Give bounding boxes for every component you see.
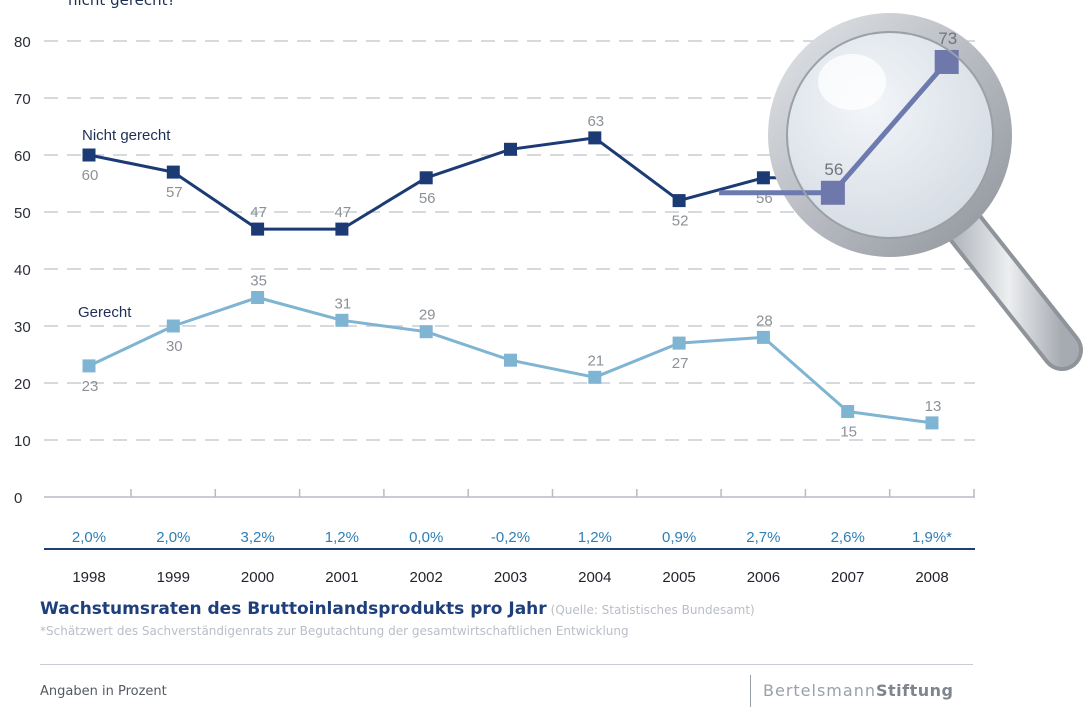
footnote: *Schätzwert des Sachverständigenrats zur…: [40, 624, 629, 638]
data-label: 28: [756, 312, 773, 329]
data-point: [419, 325, 433, 339]
data-label: 13: [925, 398, 942, 415]
gdp-title: Wachstumsraten des Bruttoinlandsprodukts…: [40, 599, 547, 619]
x-tick-label: 2008: [915, 569, 948, 586]
growth-value: 2,6%: [831, 529, 865, 546]
gdp-growth-row: 2,0% 2,0% 3,2% 1,2% 0,0% -0,2% 1,2% 0,9% 2,7% 2,6…: [72, 529, 952, 546]
data-label: 52: [672, 213, 689, 230]
x-tick-label: 2002: [410, 569, 443, 586]
magnifier-icon: 56 73: [719, 13, 1083, 371]
x-axis: 1998 1999 2000 2001 2002 2003 2004 2005 2006 2007…: [44, 489, 975, 586]
data-point: [419, 171, 433, 185]
x-tick-label: 2005: [662, 569, 695, 586]
data-point: [82, 148, 96, 162]
data-point: [82, 359, 96, 373]
lens-line: [831, 60, 949, 195]
y-tick-label: 40: [14, 262, 31, 279]
data-point: [672, 336, 686, 350]
data-label: 56: [419, 190, 436, 207]
x-tick-label: 2007: [831, 569, 864, 586]
data-point: [251, 291, 265, 304]
series-label-nicht-gerecht: Nicht gerecht: [82, 127, 171, 144]
growth-value: 3,2%: [240, 529, 274, 546]
divider: [40, 664, 973, 665]
lens-data-label: 73: [938, 29, 957, 48]
data-label: 29: [419, 307, 436, 324]
growth-value: -0,2%: [491, 529, 530, 546]
y-tick-label: 10: [14, 433, 31, 450]
y-tick-label: 60: [14, 148, 31, 165]
unit-note: Angaben in Prozent: [40, 684, 167, 699]
data-label: 47: [335, 204, 352, 221]
series-gerecht: 23 30 35 31 29 21 27 28 15 13: [82, 273, 942, 441]
logo: BertelsmannStiftung: [750, 675, 953, 707]
logo-part2: Stiftung: [875, 681, 954, 700]
data-point: [504, 353, 517, 367]
y-tick-label: 80: [14, 34, 31, 51]
data-point: [335, 222, 349, 236]
growth-value: 0,0%: [409, 529, 443, 546]
growth-value: 2,0%: [72, 529, 106, 546]
data-label: 35: [250, 273, 267, 290]
lens-data-point: [820, 180, 845, 205]
x-tick-label: 2000: [241, 569, 274, 586]
data-label: 27: [672, 355, 689, 372]
logo-part1: Bertelsmann: [763, 681, 876, 700]
data-label: 57: [166, 184, 183, 201]
growth-value: 0,9%: [662, 529, 696, 546]
data-label: 15: [840, 424, 857, 441]
data-point: [672, 194, 686, 208]
growth-value: 1,9%*: [912, 529, 952, 546]
magnified-data: 56 73: [719, 29, 959, 205]
lens-data-label: 56: [824, 160, 843, 179]
data-point: [841, 405, 855, 418]
y-axis: 0 10 20 30 40 50 60 70 80: [14, 34, 31, 507]
data-point: [756, 330, 770, 344]
growth-value: 2,0%: [156, 529, 190, 546]
x-tick-label: 2004: [578, 569, 611, 586]
data-point: [925, 416, 939, 430]
data-label: 60: [82, 167, 99, 184]
data-point: [756, 171, 770, 185]
data-label: 21: [587, 352, 604, 369]
series-label-gerecht: Gerecht: [78, 304, 132, 321]
x-tick-label: 2001: [325, 569, 358, 586]
chart-title: nicht gerecht?: [68, 0, 176, 9]
y-tick-label: 20: [14, 376, 31, 393]
data-label: 31: [335, 295, 352, 312]
x-tick-label: 1998: [72, 569, 105, 586]
data-point: [166, 165, 180, 179]
y-tick-label: 50: [14, 205, 31, 222]
x-tick-label: 2003: [494, 569, 527, 586]
y-tick-label: 30: [14, 319, 31, 336]
data-point: [166, 319, 180, 333]
x-tick-label: 1999: [157, 569, 190, 586]
gdp-caption: Wachstumsraten des Bruttoinlandsprodukts…: [40, 599, 755, 619]
data-point: [251, 222, 265, 236]
growth-value: 2,7%: [746, 529, 780, 546]
y-tick-label: 70: [14, 91, 31, 108]
y-tick-label: 0: [14, 490, 22, 507]
x-tick-label: 2006: [747, 569, 780, 586]
growth-value: 1,2%: [325, 529, 359, 546]
data-point: [588, 370, 602, 384]
data-label: 30: [166, 338, 183, 355]
data-point: [504, 142, 517, 156]
data-point: [335, 313, 349, 327]
data-label: 47: [250, 204, 267, 221]
growth-value: 1,2%: [578, 529, 612, 546]
data-label: 63: [587, 113, 604, 130]
lens-data-point: [934, 49, 959, 74]
data-point: [588, 131, 602, 145]
data-label: 23: [82, 378, 99, 395]
gdp-source: (Quelle: Statistisches Bundesamt): [550, 603, 755, 617]
